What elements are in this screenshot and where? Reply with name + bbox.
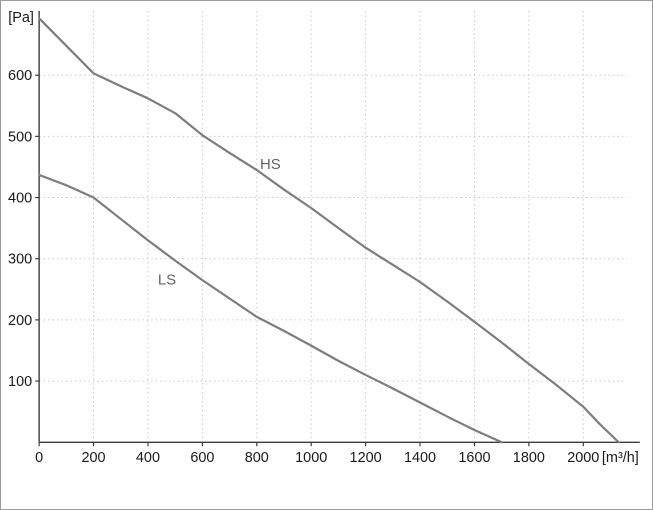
x-tick-label: 1600 [458,450,490,466]
x-tick-label: 400 [136,450,160,466]
y-tick-label: 400 [8,191,32,207]
series-line-hs [38,17,620,444]
y-tick-label: 300 [8,252,32,268]
series-label-ls: LS [158,271,176,288]
x-tick-label: 1400 [404,450,436,466]
y-tick-label: 500 [8,129,32,145]
series-label-hs: HS [260,156,281,173]
x-tick-label: 0 [35,450,43,466]
x-tick-label: 1800 [513,450,545,466]
x-tick-label: 600 [190,450,214,466]
x-tick-label: 800 [245,450,269,466]
x-tick-label: 200 [81,450,105,466]
x-tick-label: 1000 [295,450,327,466]
y-tick-label: 600 [8,68,32,84]
y-tick-label: 100 [8,374,32,390]
y-tick-label: 200 [8,313,32,329]
y-axis-unit-label: [Pa] [8,10,34,26]
series-line-ls [38,173,503,444]
x-tick-label: 2000 [567,450,599,466]
x-axis-unit-label: [m³/h] [602,450,639,466]
x-tick-label: 1200 [350,450,382,466]
